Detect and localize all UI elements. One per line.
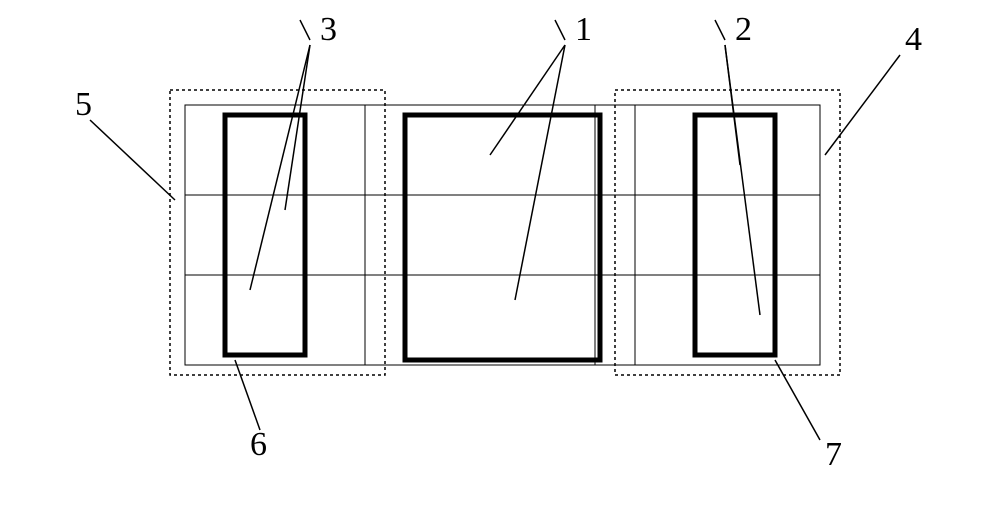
label-3: 3 xyxy=(320,11,337,48)
label-5: 5 xyxy=(75,86,92,123)
label-7: 7 xyxy=(825,436,842,473)
bg xyxy=(0,0,1000,510)
schematic-diagram: 3 1 2 4 5 6 7 xyxy=(0,0,1000,510)
label-2: 2 xyxy=(735,11,752,48)
label-6: 6 xyxy=(250,426,267,463)
label-4: 4 xyxy=(905,21,922,58)
label-1: 1 xyxy=(575,11,592,48)
